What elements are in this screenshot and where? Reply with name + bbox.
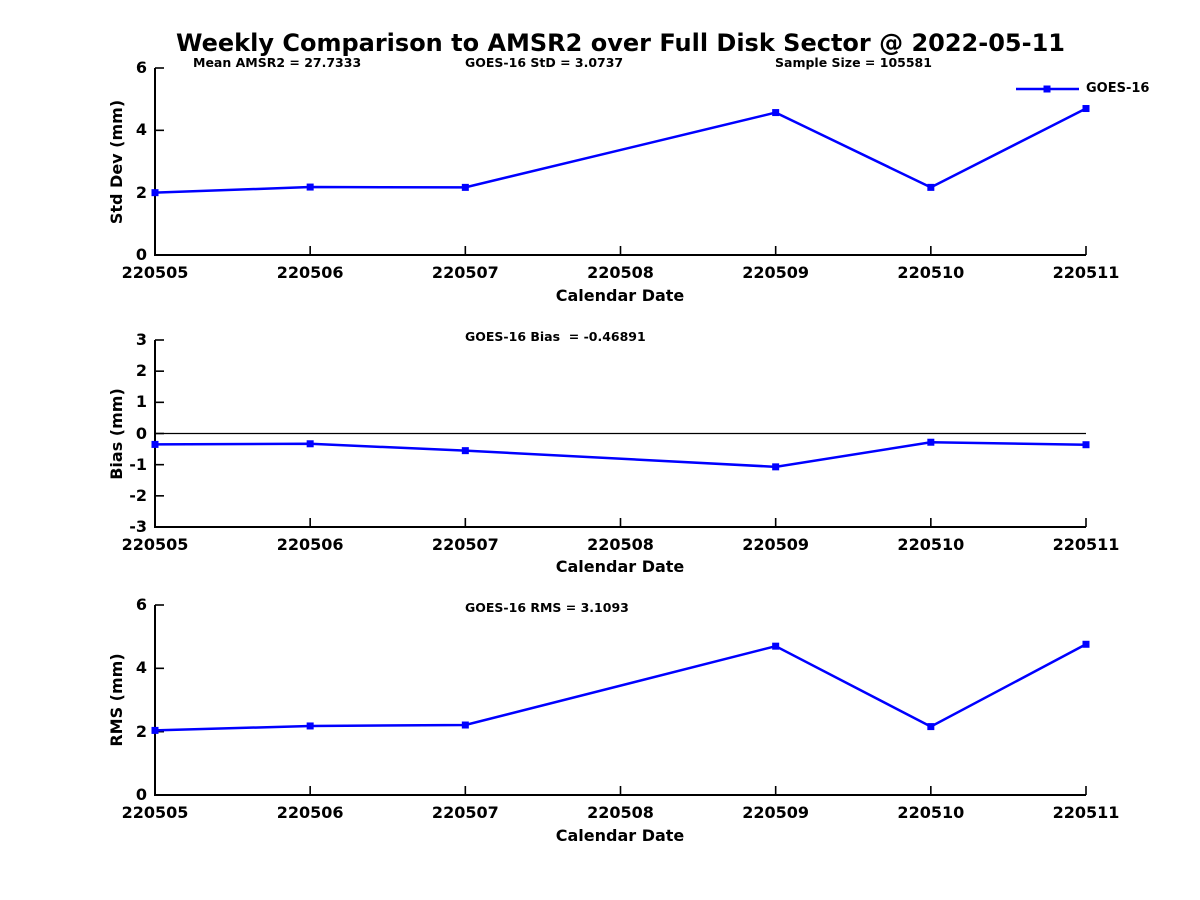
x-tick-label: 220505 <box>121 803 189 822</box>
data-line-goes-16 <box>154 107 1087 194</box>
x-tick-label: 220507 <box>431 803 499 822</box>
data-marker-goes-16 <box>927 183 935 191</box>
annotation-mean-amsr2: Mean AMSR2 = 27.7333 <box>193 55 362 70</box>
data-line-goes-16 <box>154 440 1087 469</box>
data-marker-goes-16 <box>306 440 314 448</box>
axis-spines <box>154 605 1086 796</box>
x-tick-label: 220511 <box>1052 263 1120 282</box>
y-tick-label: 2 <box>135 721 147 741</box>
x-axis-label-calendar-date-3: Calendar Date <box>555 826 685 845</box>
y-tick-label: 4 <box>135 120 147 140</box>
data-marker-goes-16 <box>151 726 159 734</box>
y-axis-label-std-dev: Std Dev (mm) <box>107 99 126 225</box>
x-tick-label: 220505 <box>121 535 189 554</box>
data-marker-goes-16 <box>1082 105 1090 113</box>
y-tick-label: 4 <box>135 658 147 678</box>
data-marker-goes-16 <box>772 642 780 650</box>
y-tick-label: 0 <box>135 245 147 264</box>
y-tick-label: -2 <box>129 485 147 505</box>
x-tick-label: 220508 <box>587 263 654 282</box>
data-marker-goes-16 <box>461 721 469 729</box>
y-tick-label: 0 <box>135 785 147 804</box>
y-tick-label: -3 <box>129 517 147 536</box>
axis-spines <box>154 68 1086 256</box>
y-tick-label: 2 <box>135 182 147 202</box>
legend-label: GOES-16 <box>1086 81 1150 96</box>
data-marker-goes-16 <box>461 447 469 455</box>
annotation-goes16-rms: GOES-16 RMS = 3.1093 <box>465 600 629 615</box>
annotation-goes16-std: GOES-16 StD = 3.0737 <box>465 55 624 70</box>
data-marker-goes-16 <box>772 463 780 471</box>
data-marker-goes-16 <box>461 183 469 191</box>
legend-marker-sample <box>1043 85 1051 93</box>
x-tick-label: 220505 <box>121 263 189 282</box>
x-tick-label: 220509 <box>742 263 810 282</box>
x-tick-label: 220510 <box>897 263 965 282</box>
x-tick-label: 220510 <box>897 803 965 822</box>
x-tick-label: 220511 <box>1052 535 1120 554</box>
x-tick-label: 220510 <box>897 535 965 554</box>
y-tick-label: -1 <box>129 454 147 474</box>
x-tick-label: 220506 <box>276 535 344 554</box>
data-marker-goes-16 <box>306 722 314 730</box>
annotation-sample-size: Sample Size = 105581 <box>775 55 932 70</box>
data-marker-goes-16 <box>151 189 159 197</box>
x-tick-label: 220509 <box>742 535 810 554</box>
x-axis-label-calendar-date-2: Calendar Date <box>555 557 685 576</box>
data-marker-goes-16 <box>1082 640 1090 648</box>
y-tick-label: 2 <box>135 361 147 381</box>
x-tick-label: 220511 <box>1052 803 1120 822</box>
y-tick-label: 3 <box>135 330 147 349</box>
y-tick-label: 6 <box>135 595 147 614</box>
data-marker-goes-16 <box>151 440 159 448</box>
data-line-goes-16 <box>154 643 1087 732</box>
data-marker-goes-16 <box>1082 441 1090 449</box>
y-tick-label: 1 <box>135 392 147 412</box>
x-tick-label: 220508 <box>587 803 654 822</box>
y-tick-label: 6 <box>135 58 147 77</box>
data-marker-goes-16 <box>306 183 314 191</box>
data-marker-goes-16 <box>772 109 780 117</box>
data-marker-goes-16 <box>927 723 935 731</box>
y-tick-label: 0 <box>135 423 147 443</box>
x-tick-label: 220506 <box>276 803 344 822</box>
x-axis-label-calendar-date-1: Calendar Date <box>555 286 685 305</box>
x-tick-label: 220509 <box>742 803 810 822</box>
data-marker-goes-16 <box>927 438 935 446</box>
x-tick-label: 220506 <box>276 263 344 282</box>
x-tick-label: 220508 <box>587 535 654 554</box>
annotation-goes16-bias: GOES-16 Bias = -0.46891 <box>465 329 646 344</box>
x-tick-label: 220507 <box>431 263 499 282</box>
x-tick-label: 220507 <box>431 535 499 554</box>
figure-title: Weekly Comparison to AMSR2 over Full Dis… <box>176 29 1065 57</box>
